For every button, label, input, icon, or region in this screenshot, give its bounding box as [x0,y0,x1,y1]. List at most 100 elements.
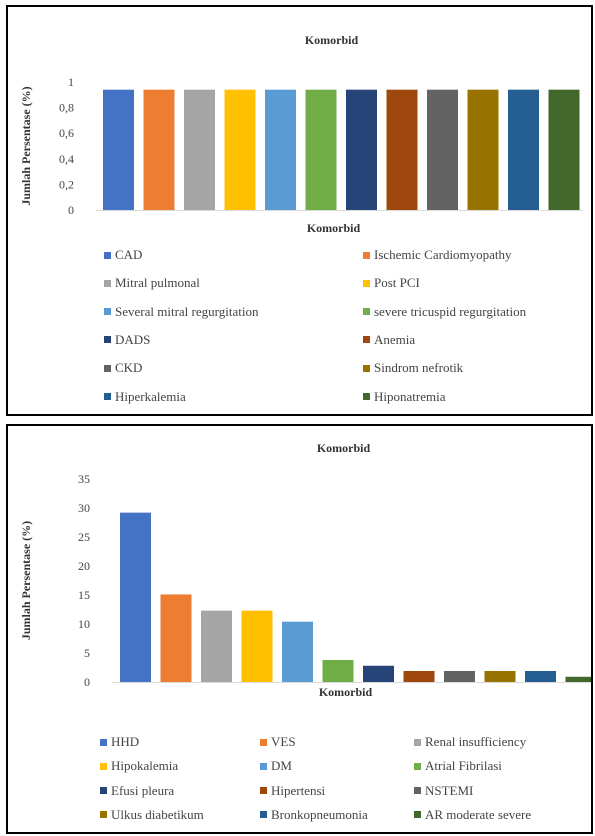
chart-2-bar [201,610,232,682]
legend-swatch [260,787,267,795]
chart-1-bar [548,89,580,210]
legend-label: Bronkopneumonia [271,806,368,822]
legend-item: Hipertensi [260,783,325,799]
legend-swatch [104,336,111,344]
legend-label: Anemia [374,331,416,347]
legend-item: DM [260,758,292,774]
legend-label: HHD [111,734,140,749]
chart-2-ytick: 20 [78,559,90,573]
legend-item: Ulkus diabetikum [100,807,204,823]
legend-swatch [363,393,370,400]
chart-1-svg: Komorbid Jumlah Persentase (%) 0 0,2 0,4 0,6 0… [19,33,583,235]
chart-1-bar [103,89,134,210]
chart-1-bar [467,89,499,210]
legend-item: Several mitral regurgitation [104,304,258,320]
chart-2-title: Komorbid [317,441,371,455]
chart-2-ytick: 15 [78,588,90,602]
legend-item: Sindrom nefrotik [363,360,463,376]
chart-2-ytick: 35 [78,472,90,486]
legend-item: AR moderate severe [414,807,531,823]
legend-item: Bronkopneumonia [260,807,368,823]
legend-item: VES [260,734,296,750]
legend-item: Hiperkalemia [104,389,186,405]
chart-2-ytick: 0 [84,675,90,689]
chart-1-bar [508,89,539,210]
chart-1-ytick: 1 [68,75,74,89]
chart-1-title: Komorbid [305,33,359,47]
legend-item: Atrial Fibrilasi [414,758,502,774]
legend-item: HHD [100,734,139,750]
legend-item: Post PCI [363,275,420,291]
legend-swatch [104,251,111,259]
legend-swatch [100,738,107,746]
chart-2-bar [525,670,556,682]
legend-label: CKD [115,360,143,376]
chart-2-ylabel: Jumlah Persentase (%) [19,521,33,640]
legend-swatch [363,279,370,287]
chart-2-ytick: 10 [78,617,90,631]
chart-panel-2: Komorbid Jumlah Persentase (%) 0 5 10 15 20 25 3… [6,424,593,834]
legend-swatch [414,762,421,770]
chart-2-bar [120,512,151,682]
legend-swatch [260,762,267,770]
chart-1-ytick: 0,4 [59,152,74,166]
legend-item: Efusi pleura [100,783,174,799]
legend-label: Efusi pleura [111,782,175,798]
chart-1-bar [305,89,337,210]
chart-2-bar [403,670,435,682]
legend-item: Hipokalemia [100,758,178,774]
chart-1-xlabel: Komorbid [307,221,361,235]
legend-swatch [414,787,421,795]
chart-1-bar [224,89,256,210]
legend-swatch [260,811,267,819]
chart-1-bar [427,89,458,210]
chart-1-bar [265,89,296,210]
legend-label: Mitral pulmonal [115,275,200,291]
legend-swatch [363,364,370,372]
chart-1-bar [386,89,418,210]
chart-2-bar [282,621,313,682]
legend-item: CKD [104,360,142,376]
legend-label: Hiponatremia [374,388,446,404]
chart-2-bar [565,676,591,682]
chart-1-bar [346,89,377,210]
legend-label: CAD [115,247,143,262]
chart-1-ytick: 0,8 [59,101,74,115]
legend-label: severe tricuspid regurgitation [374,303,527,319]
legend-label: Ulkus diabetikum [111,806,204,822]
chart-2-bar [322,659,354,682]
legend-swatch [100,787,107,795]
legend-swatch [104,393,111,400]
legend-item: CAD [104,247,142,263]
legend-label: Hipokalemia [111,758,179,774]
legend-label: DM [271,758,292,774]
chart-2-ytick: 30 [78,501,90,515]
legend-item: Anemia [363,332,415,348]
legend-swatch [260,738,267,746]
legend-label: Renal insufficiency [425,734,527,749]
legend-label: Post PCI [374,275,420,291]
legend-item: severe tricuspid regurgitation [363,304,526,320]
legend-label: NSTEMI [425,782,474,798]
legend-item: DADS [104,332,150,348]
legend-label: Hiperkalemia [115,388,186,404]
chart-2-bar [363,665,394,682]
chart-panel-1: Komorbid Jumlah Persentase (%) 0 0,2 0,4 0,6 0… [6,5,593,416]
legend-swatch [363,336,370,344]
chart-1-ytick: 0,2 [59,177,74,191]
chart-2-bar [484,670,516,682]
legend-swatch [414,738,421,746]
chart-1-ytick: 0 [68,203,74,217]
legend-label: DADS [115,331,151,347]
legend-label: Several mitral regurgitation [115,303,259,319]
legend-swatch [100,811,107,819]
chart-1-ytick: 0,6 [59,126,74,140]
chart-1-bar [184,89,215,210]
chart-2-svg: Komorbid Jumlah Persentase (%) 0 5 10 15 20 25 3… [19,441,591,699]
legend-item: Mitral pulmonal [104,275,200,291]
legend-swatch [100,762,107,770]
chart-2-xlabel: Komorbid [319,685,373,699]
legend-item: Renal insufficiency [414,734,526,750]
legend-item: Hiponatremia [363,389,445,405]
legend-swatch [414,811,421,819]
